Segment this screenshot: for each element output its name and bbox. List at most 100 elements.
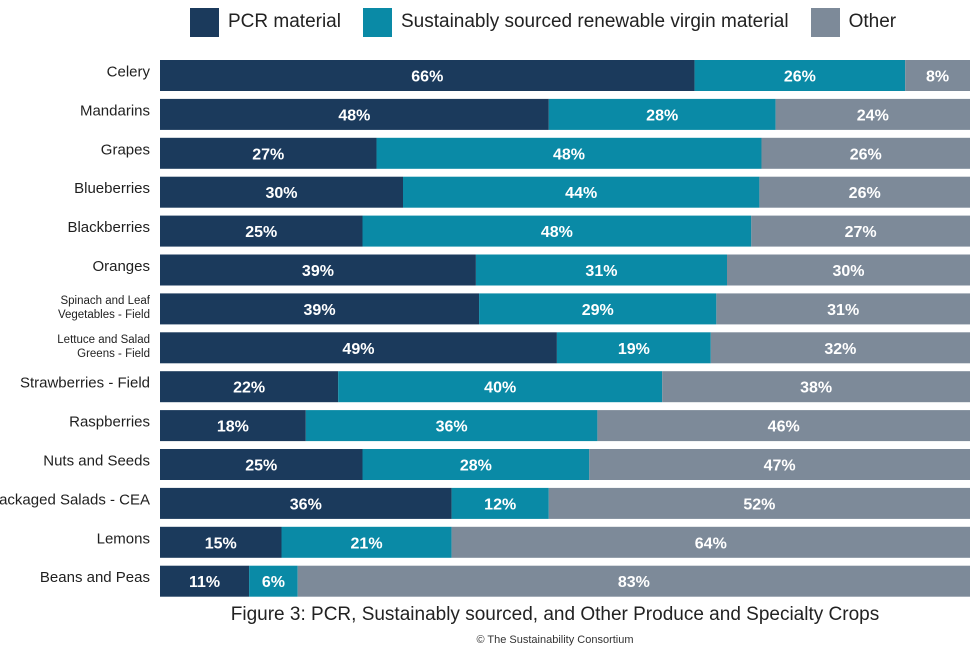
bar-segment xyxy=(160,60,695,91)
legend-item: Sustainably sourced renewable virgin mat… xyxy=(362,7,789,37)
category-label: Spinach and Leaf Vegetables - Field xyxy=(58,295,151,321)
bar-segment xyxy=(281,526,452,558)
bar-segment xyxy=(160,526,282,558)
data-label: 21% xyxy=(351,535,383,552)
data-label: 46% xyxy=(768,419,800,436)
bar-segment xyxy=(556,332,711,364)
category-label: Mandarins xyxy=(80,102,150,119)
data-label: 39% xyxy=(302,263,334,280)
data-label: 22% xyxy=(233,380,265,397)
data-label: 26% xyxy=(850,146,882,163)
bar-segment xyxy=(451,487,549,519)
category-label: Raspberries xyxy=(69,414,150,431)
bar-segment xyxy=(160,487,452,519)
bar-segment xyxy=(160,293,480,325)
data-label: 19% xyxy=(618,341,650,358)
stacked-bar-chart: 66% 26% 8% Celery 48% 28% 24% Mandarins 27% 48% 26… xyxy=(0,60,971,597)
data-label: 30% xyxy=(832,263,864,280)
data-label: 28% xyxy=(646,107,678,124)
bar-segment xyxy=(362,215,752,247)
legend-swatch xyxy=(810,7,840,37)
data-label: 24% xyxy=(857,107,889,124)
figure-caption: Figure 3: PCR, Sustainably sourced, and … xyxy=(230,604,880,625)
category-label: Oranges xyxy=(92,258,150,275)
category-label: Grapes xyxy=(101,141,150,158)
data-label: 25% xyxy=(245,458,277,475)
data-label: 52% xyxy=(743,496,775,513)
bar-segment xyxy=(160,176,403,208)
bar-segment xyxy=(160,449,363,480)
bar-segment xyxy=(475,254,727,286)
bar-segment xyxy=(597,410,970,442)
legend-label: Other xyxy=(848,11,897,32)
data-label: 36% xyxy=(436,419,468,436)
category-label: Packaged Salads - CEA xyxy=(0,491,150,508)
data-label: 32% xyxy=(824,341,856,358)
data-label: 49% xyxy=(342,341,374,358)
bar-segment xyxy=(905,60,970,91)
data-label: 39% xyxy=(304,302,336,319)
category-label: Lettuce and Salad Greens - Field xyxy=(57,334,150,360)
bar-segment xyxy=(338,371,663,403)
data-label: 28% xyxy=(460,458,492,475)
category-label: Strawberries - Field xyxy=(20,375,150,392)
category-label: Celery xyxy=(107,64,151,81)
bar-segment xyxy=(297,565,970,597)
data-label: 48% xyxy=(338,107,370,124)
data-label: 30% xyxy=(265,185,297,202)
bar-segment xyxy=(305,410,598,442)
data-label: 26% xyxy=(784,69,816,86)
data-label: 29% xyxy=(582,302,614,319)
data-label: 47% xyxy=(764,458,796,475)
data-label: 18% xyxy=(217,419,249,436)
legend-label: PCR material xyxy=(228,11,341,32)
bar-segment xyxy=(160,137,377,169)
data-label: 26% xyxy=(849,185,881,202)
data-label: 6% xyxy=(262,574,285,591)
bar-segment xyxy=(775,98,970,130)
data-label: 12% xyxy=(484,496,516,513)
bar-segment xyxy=(727,254,970,286)
data-label: 38% xyxy=(800,380,832,397)
bar-segment xyxy=(160,254,476,286)
data-label: 8% xyxy=(926,69,949,86)
bar-segment xyxy=(662,371,970,403)
data-label: 25% xyxy=(245,224,277,241)
data-label: 31% xyxy=(827,302,859,319)
bar-segment xyxy=(751,215,970,247)
data-label: 83% xyxy=(618,574,650,591)
legend-swatch xyxy=(362,7,392,37)
legend-item: Other xyxy=(810,7,897,37)
bar-segment xyxy=(710,332,970,364)
bar-segment xyxy=(548,98,776,130)
data-label: 44% xyxy=(565,185,597,202)
bar-segment xyxy=(362,449,590,480)
bar-segment xyxy=(694,60,906,91)
legend-label: Sustainably sourced renewable virgin mat… xyxy=(400,11,789,32)
data-label: 31% xyxy=(585,263,617,280)
data-label: 48% xyxy=(541,224,573,241)
data-label: 15% xyxy=(205,535,237,552)
category-label: Blueberries xyxy=(74,180,150,197)
category-label: Beans and Peas xyxy=(40,569,150,586)
bar-segment xyxy=(548,487,970,519)
data-label: 11% xyxy=(189,574,220,591)
bar-segment xyxy=(451,526,971,558)
bar-segment xyxy=(249,565,298,597)
category-label: Blackberries xyxy=(67,219,150,236)
bar-segment xyxy=(403,176,760,208)
bar-segment xyxy=(479,293,717,325)
bar-segment xyxy=(716,293,970,325)
data-label: 64% xyxy=(695,535,727,552)
credit-line: © The Sustainability Consortium xyxy=(476,634,634,646)
data-label: 27% xyxy=(845,224,877,241)
bar-segment xyxy=(589,449,970,480)
bar-segment xyxy=(160,410,306,442)
category-label: Lemons xyxy=(97,530,150,547)
bar-segment xyxy=(376,137,762,169)
bar-segment xyxy=(160,332,557,364)
bar-segment xyxy=(761,137,970,169)
bar-segment xyxy=(160,215,363,247)
bar-segment xyxy=(160,371,339,403)
data-label: 40% xyxy=(484,380,516,397)
